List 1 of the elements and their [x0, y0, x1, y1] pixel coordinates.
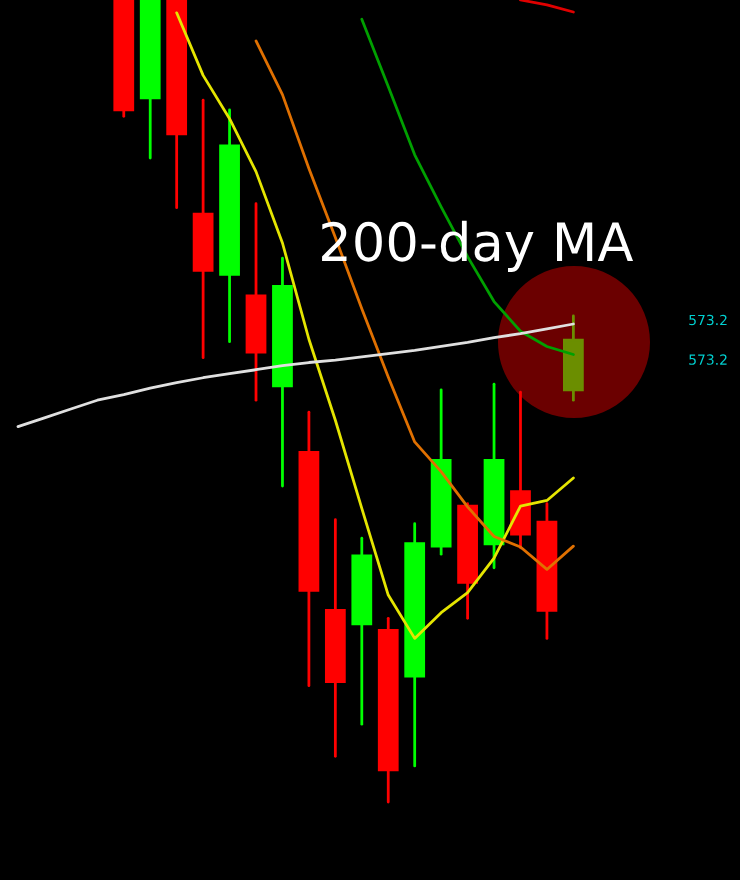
- candlestick: [510, 390, 531, 550]
